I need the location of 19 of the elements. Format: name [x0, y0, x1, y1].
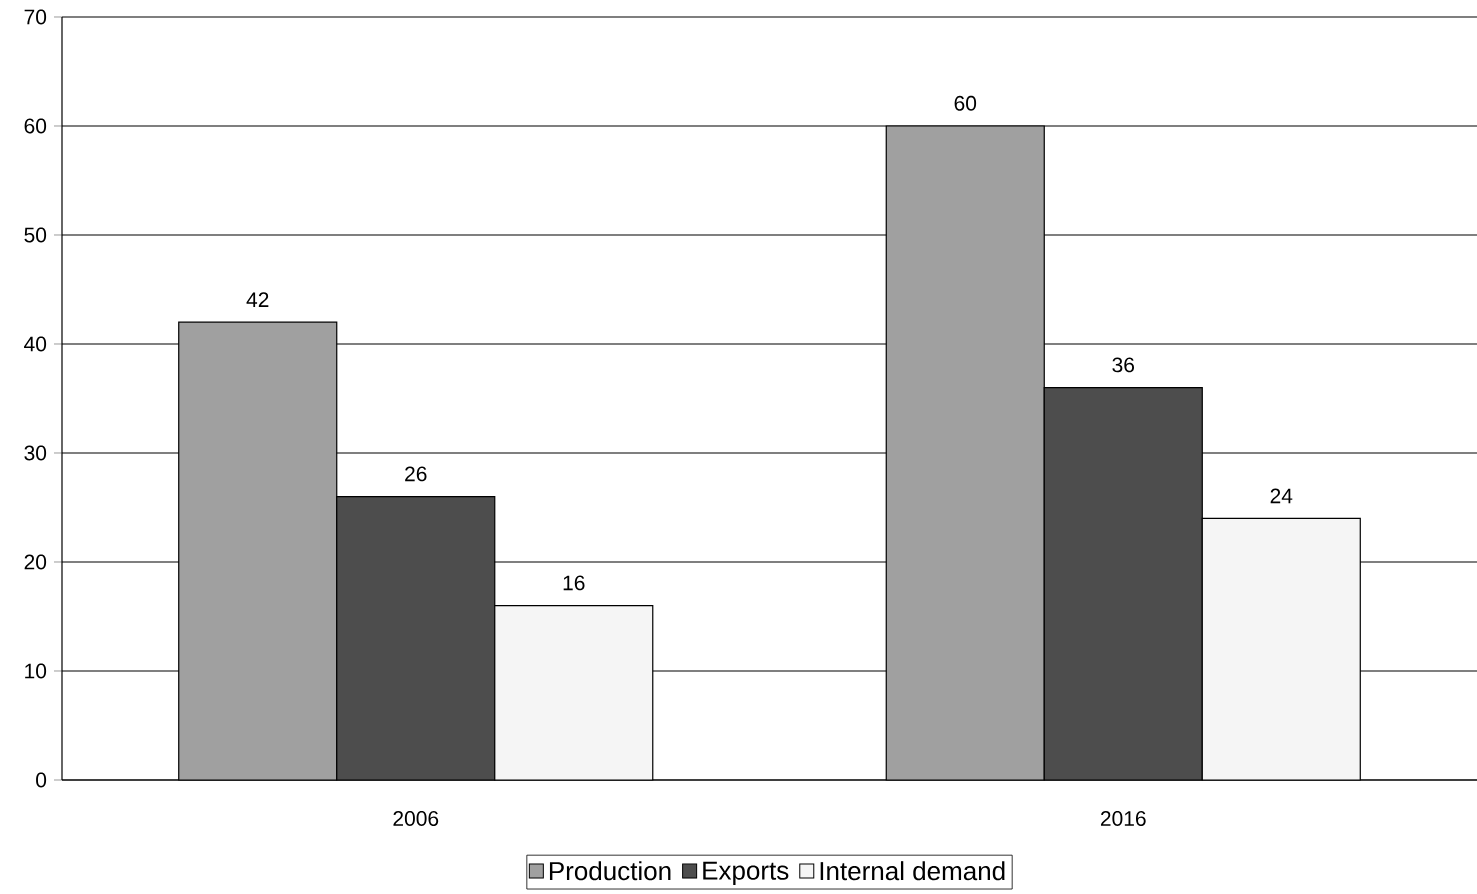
y-tick-label: 10	[25, 663, 47, 679]
legend-label: Exports	[703, 861, 789, 885]
data-label: 36	[1112, 357, 1135, 373]
x-tick-label: 2016	[1100, 811, 1146, 826]
y-tick-label: 0	[36, 772, 47, 788]
data-label: 24	[1270, 488, 1293, 504]
data-label: 42	[246, 292, 269, 307]
legend-label: Production	[549, 861, 671, 881]
y-tick-label: 40	[24, 336, 47, 352]
y-tick-label: 60	[24, 118, 47, 134]
legend-label: Internal demand	[820, 861, 1005, 881]
data-label: 60	[954, 95, 977, 111]
y-tick-label: 50	[24, 227, 47, 243]
data-label: 16	[563, 575, 585, 591]
y-tick-label: 20	[24, 554, 47, 570]
data-label: 26	[405, 466, 427, 482]
x-tick-label: 2006	[393, 811, 439, 826]
y-tick-label: 70	[24, 9, 47, 25]
y-tick-label: 30	[24, 445, 47, 461]
